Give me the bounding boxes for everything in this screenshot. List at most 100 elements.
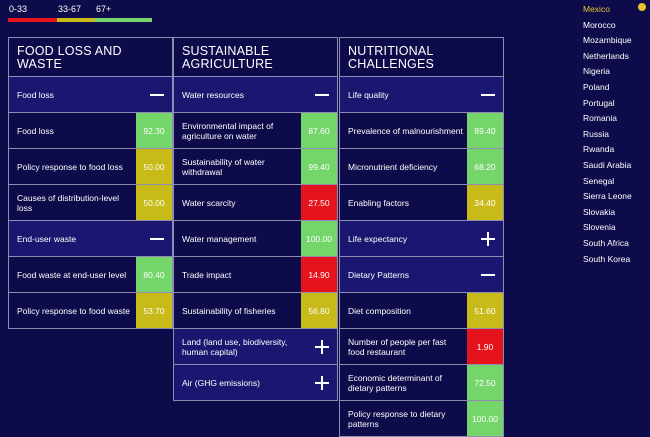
plus-icon[interactable] — [481, 231, 495, 246]
country-item[interactable]: Slovakia — [583, 206, 616, 217]
country-item[interactable]: Slovenia — [583, 222, 616, 233]
country-list[interactable]: Mexico Morocco Mozambique Netherlands Nigeri… — [578, 2, 650, 267]
section-header[interactable]: Food loss — [9, 77, 172, 113]
indicator-row[interactable]: Policy response to dietary patterns 100.0… — [340, 401, 503, 437]
indicator-row[interactable]: Enabling factors 34.40 — [340, 185, 503, 221]
indicator-row[interactable]: Number of people per fast food restauran… — [340, 329, 503, 365]
indicator-row[interactable]: Policy response to food loss 50.00 — [9, 149, 172, 185]
section-label: Air (GHG emissions) — [182, 377, 260, 388]
legend-item: 0-33 — [8, 4, 65, 22]
indicator-row[interactable]: Environmental impact of agriculture on w… — [174, 113, 337, 149]
indicator-score: 34.40 — [467, 185, 503, 220]
country-item[interactable]: Netherlands — [583, 50, 629, 61]
plus-icon[interactable] — [315, 375, 329, 390]
column-title: NUTRITIONAL CHALLENGES — [340, 38, 503, 77]
category-column: SUSTAINABLE AGRICULTURE Water resources En… — [173, 37, 338, 401]
indicator-label: Food loss — [17, 125, 54, 136]
indicator-label: Water management — [182, 233, 257, 244]
country-item[interactable]: Sierra Leone — [583, 191, 632, 202]
country-item[interactable]: Portugal — [583, 97, 615, 108]
minus-icon[interactable] — [150, 232, 164, 246]
indicator-score: 1.90 — [467, 329, 503, 364]
scroll-indicator[interactable] — [638, 3, 646, 11]
indicator-score: 92.30 — [136, 113, 172, 148]
legend-swatch — [57, 18, 114, 22]
section-label: Land (land use, biodiversity, human capi… — [182, 336, 288, 357]
section-label: Dietary Patterns — [348, 269, 409, 280]
category-column: NUTRITIONAL CHALLENGES Life quality Preval… — [339, 37, 504, 437]
indicator-label: Environmental impact of agriculture on w… — [182, 120, 274, 141]
indicator-row[interactable]: Sustainability of fisheries 56.80 — [174, 293, 337, 329]
indicator-row[interactable]: Food loss 92.30 — [9, 113, 172, 149]
indicator-score: 56.80 — [301, 293, 337, 328]
indicator-row[interactable]: Prevalence of malnourishment 89.40 — [340, 113, 503, 149]
indicator-score: 100.00 — [467, 401, 503, 436]
indicator-score: 72.50 — [467, 365, 503, 400]
indicator-row[interactable]: Sustainability of water withdrawal 99.40 — [174, 149, 337, 185]
column-title: FOOD LOSS AND WASTE — [9, 38, 172, 77]
indicator-label: Food waste at end-user level — [17, 269, 127, 280]
column-title: SUSTAINABLE AGRICULTURE — [174, 38, 337, 77]
indicator-score: 50.00 — [136, 185, 172, 220]
section-header[interactable]: Land (land use, biodiversity, human capi… — [174, 329, 337, 365]
indicator-label: Policy response to dietary patterns — [348, 408, 446, 429]
indicator-row[interactable]: Diet composition 51.60 — [340, 293, 503, 329]
legend-label: 67+ — [96, 4, 112, 14]
indicator-row[interactable]: Food waste at end-user level 80.40 — [9, 257, 172, 293]
minus-icon[interactable] — [315, 88, 329, 102]
minus-icon[interactable] — [481, 88, 495, 102]
indicator-label: Number of people per fast food restauran… — [348, 336, 447, 357]
country-item[interactable]: Senegal — [583, 175, 615, 186]
indicator-row[interactable]: Water scarcity 27.50 — [174, 185, 337, 221]
minus-icon[interactable] — [481, 268, 495, 282]
indicator-row[interactable]: Policy response to food waste 53.70 — [9, 293, 172, 329]
legend-swatch — [8, 18, 65, 22]
indicator-score: 51.60 — [467, 293, 503, 328]
section-label: Life expectancy — [348, 233, 408, 244]
section-header[interactable]: Dietary Patterns — [340, 257, 503, 293]
indicator-score: 14.90 — [301, 257, 337, 292]
indicator-score: 89.40 — [467, 113, 503, 148]
indicator-label: Sustainability of fisheries — [182, 305, 276, 316]
legend-label: 0-33 — [9, 4, 28, 14]
category-column: FOOD LOSS AND WASTE Food loss Food loss 92.… — [8, 37, 173, 329]
indicator-row[interactable]: Water management 100.00 — [174, 221, 337, 257]
country-item[interactable]: Morocco — [583, 19, 616, 30]
country-item[interactable]: Rwanda — [583, 144, 615, 155]
legend-swatch — [95, 18, 152, 22]
section-label: Life quality — [348, 89, 389, 100]
indicator-label: Trade impact — [182, 269, 232, 280]
indicator-label: Prevalence of malnourishment — [348, 125, 463, 136]
section-header[interactable]: Water resources — [174, 77, 337, 113]
indicator-row[interactable]: Trade impact 14.90 — [174, 257, 337, 293]
indicator-score: 100.00 — [301, 221, 337, 256]
indicator-score: 80.40 — [136, 257, 172, 292]
indicator-row[interactable]: Causes of distribution-level loss 50.00 — [9, 185, 172, 221]
legend-label: 33-67 — [58, 4, 82, 14]
indicator-row[interactable]: Micronutrient deficiency 68.20 — [340, 149, 503, 185]
country-item[interactable]: Mexico — [583, 4, 610, 14]
indicator-label: Causes of distribution-level loss — [17, 192, 120, 213]
section-header[interactable]: End-user waste — [9, 221, 172, 257]
indicator-score: 68.20 — [467, 149, 503, 184]
country-item[interactable]: Saudi Arabia — [583, 159, 632, 170]
country-item[interactable]: Mozambique — [583, 35, 632, 46]
country-item[interactable]: Nigeria — [583, 66, 610, 77]
indicator-score: 27.50 — [301, 185, 337, 220]
country-item[interactable]: South Africa — [583, 237, 629, 248]
minus-icon[interactable] — [150, 88, 164, 102]
section-header[interactable]: Life quality — [340, 77, 503, 113]
indicator-score: 99.40 — [301, 149, 337, 184]
country-item[interactable]: Romania — [583, 113, 618, 124]
section-label: Food loss — [17, 89, 54, 100]
legend-item: 67+ — [95, 4, 152, 22]
section-header[interactable]: Life expectancy — [340, 221, 503, 257]
country-item[interactable]: Poland — [583, 81, 610, 92]
indicator-label: Micronutrient deficiency — [348, 161, 438, 172]
plus-icon[interactable] — [315, 339, 329, 354]
indicator-row[interactable]: Economic determinant of dietary patterns… — [340, 365, 503, 401]
country-item[interactable]: South Korea — [583, 253, 631, 264]
indicator-score: 50.00 — [136, 149, 172, 184]
country-item[interactable]: Russia — [583, 128, 609, 139]
section-header[interactable]: Air (GHG emissions) — [174, 365, 337, 401]
